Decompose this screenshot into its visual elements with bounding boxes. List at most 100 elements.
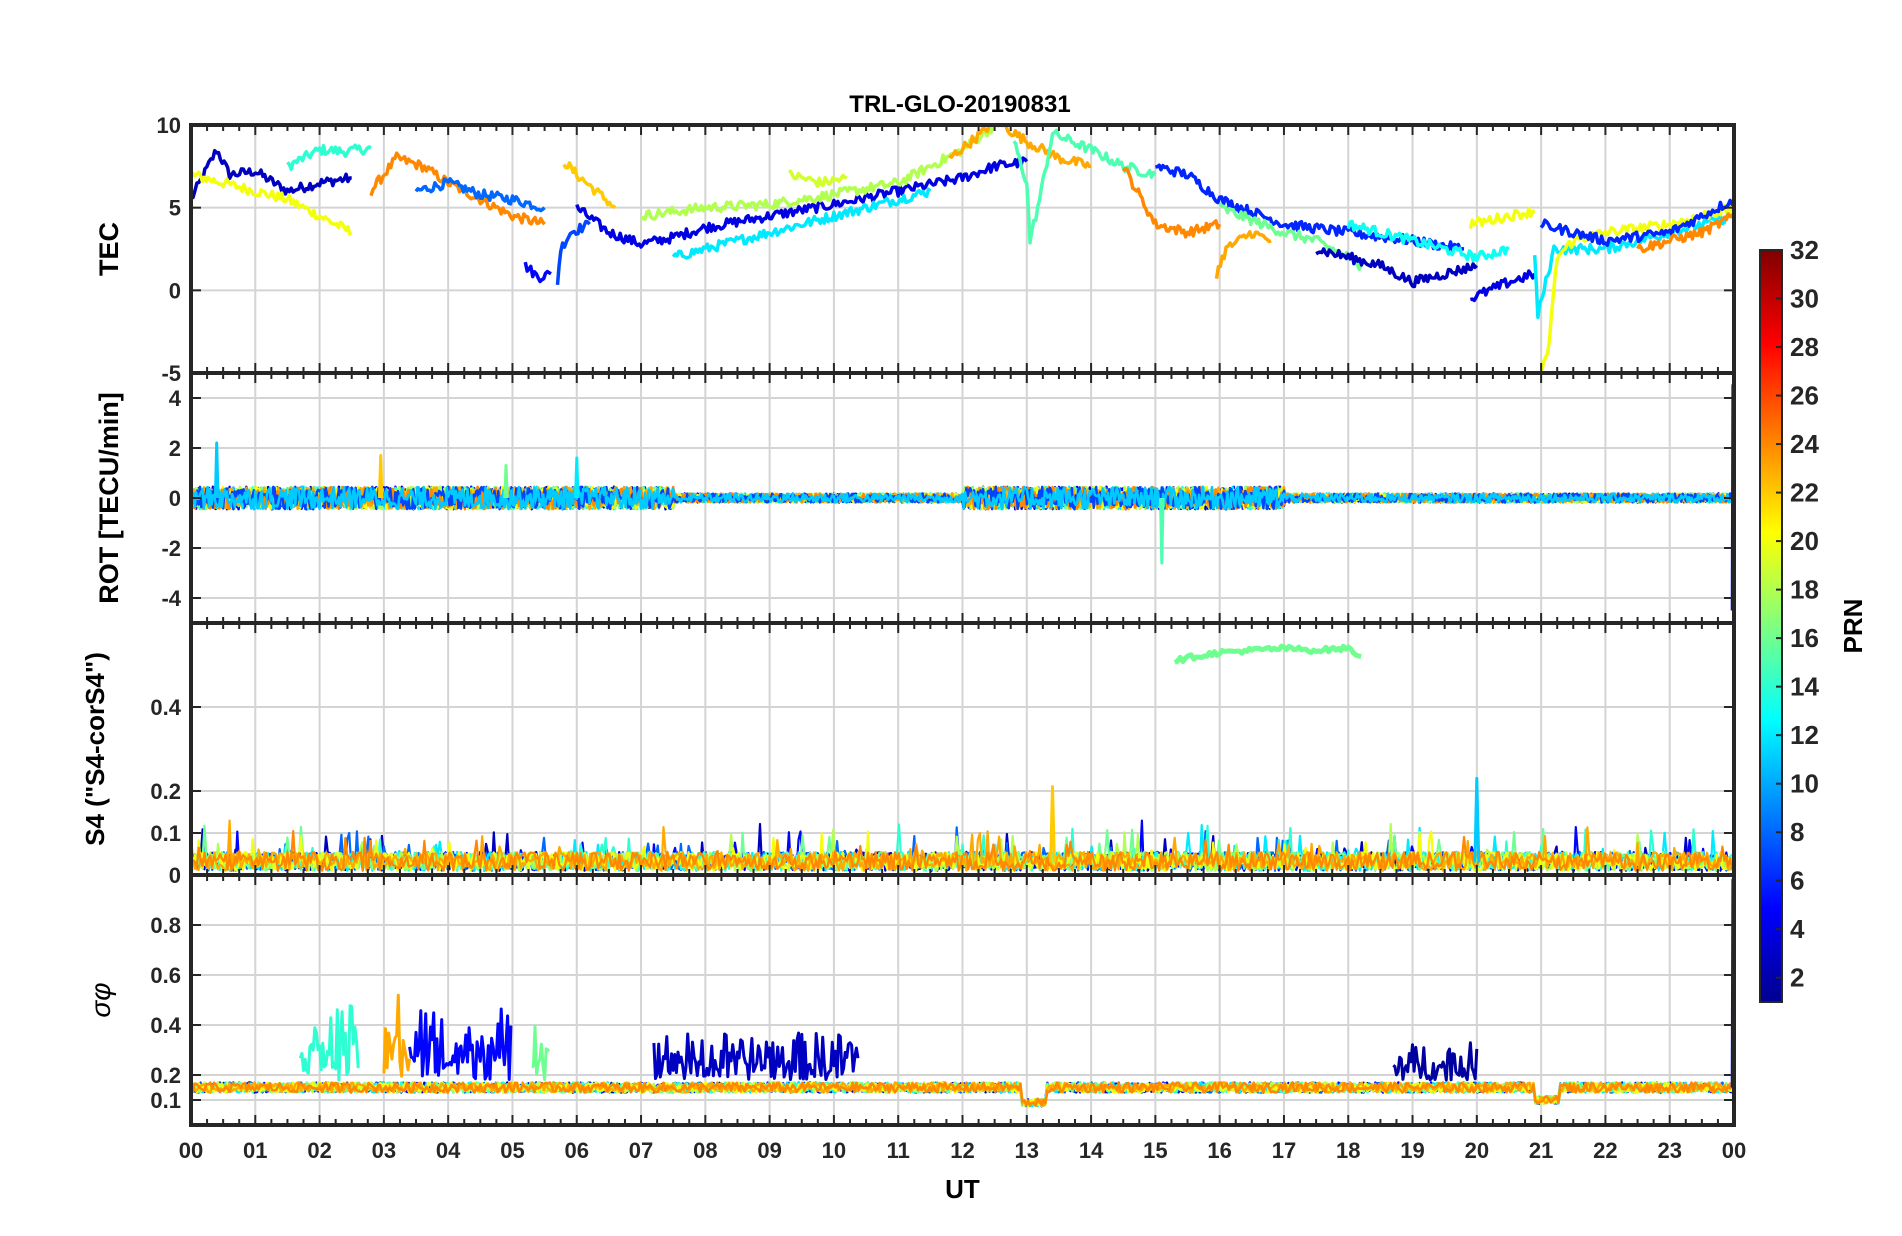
series-line [1173, 643, 1362, 665]
colorbar-tick-label: 20 [1790, 526, 1819, 556]
x-tick-label: 13 [1015, 1138, 1039, 1163]
series-line [286, 143, 372, 171]
y-tick-label: 4 [169, 386, 182, 411]
series-line [1532, 212, 1734, 320]
colorbar-tick-label: 28 [1790, 332, 1819, 362]
colorbar-label: PRN [1838, 599, 1868, 654]
y-tick-label: -2 [161, 536, 181, 561]
y-axis-label: S4 ("S4-corS4") [80, 652, 110, 846]
chart-title: TRL-GLO-20190831 [849, 91, 1070, 118]
y-tick-label: 0.2 [150, 1063, 181, 1088]
series-line [787, 169, 848, 188]
y-tick-label: 10 [157, 113, 181, 138]
burst-line [531, 1024, 551, 1081]
series-line [1636, 212, 1734, 254]
y-tick-label: -4 [161, 586, 181, 611]
x-tick-label: 04 [436, 1138, 461, 1163]
y-tick-label: 0.1 [150, 821, 181, 846]
series-line [1539, 198, 1734, 247]
x-tick-label: 05 [500, 1138, 524, 1163]
x-tick-label: 12 [950, 1138, 974, 1163]
y-axis-label: ROT [TECU/min] [94, 392, 124, 603]
panel-rot: -4 -2 0 2 4 ROT [TECU/min] [94, 371, 1736, 625]
y-tick-label: 5 [169, 196, 181, 221]
y-tick-label: 0 [169, 486, 181, 511]
colorbar-tick-label: 18 [1790, 575, 1819, 605]
x-tick-label: 10 [822, 1138, 846, 1163]
colorbar-tick-label: 10 [1790, 769, 1819, 799]
series-line [191, 485, 1734, 511]
colorbar-tick-label: 22 [1790, 478, 1819, 508]
peak-mark [1049, 785, 1056, 863]
series-line [555, 219, 591, 286]
series-line [191, 1081, 1734, 1108]
spike-mark [377, 454, 384, 499]
peak-mark [1473, 776, 1481, 863]
series-line [191, 170, 353, 236]
series-line [1121, 166, 1222, 239]
burst-line [1392, 1041, 1479, 1082]
y-tick-label: 0.1 [150, 1088, 181, 1113]
x-tick-label: 20 [1465, 1138, 1489, 1163]
panel-tec: -5 0 5 10 TEC [94, 113, 1736, 386]
x-axis-label: UT [945, 1174, 980, 1204]
y-tick-label: 0.4 [150, 695, 181, 720]
burst-line [408, 1007, 513, 1081]
spike-mark [1159, 497, 1165, 565]
x-tick-label: 15 [1143, 1138, 1167, 1163]
x-tick-label: 06 [565, 1138, 589, 1163]
y-tick-label: 0 [169, 863, 181, 888]
x-tick-label: 07 [629, 1138, 653, 1163]
series-line [575, 156, 1029, 249]
x-tick-label: 11 [887, 1138, 910, 1163]
y-tick-label: 0.6 [150, 963, 181, 988]
series-line [191, 148, 352, 200]
x-tick-label: 19 [1400, 1138, 1424, 1163]
colorbar-bar [1759, 249, 1783, 1003]
series-line [1346, 219, 1510, 263]
spike-mark [503, 464, 509, 499]
colorbar-tick-label: 26 [1790, 381, 1819, 411]
series-line [948, 125, 1092, 169]
x-tick-label: 23 [1657, 1138, 1681, 1163]
x-tick-label: 08 [693, 1138, 717, 1163]
y-tick-label: 0 [169, 278, 181, 303]
series-line [523, 261, 552, 284]
series-line [1214, 230, 1272, 279]
x-tick-label: 09 [757, 1138, 781, 1163]
y-axis-label: TEC [94, 222, 124, 276]
series-line [191, 830, 1734, 872]
series-line [414, 177, 546, 213]
series-line [1468, 206, 1536, 230]
spike-mark [574, 456, 580, 499]
x-tick-label: 22 [1593, 1138, 1617, 1163]
panel-sigma-phi: 0.10.2 0.4 0.6 0.8 σφ [85, 873, 1736, 1127]
x-tick-label: 02 [307, 1138, 331, 1163]
series-line [671, 187, 932, 260]
colorbar-tick-label: 30 [1790, 284, 1819, 314]
x-tick-label: 21 [1529, 1138, 1553, 1163]
burst-line [298, 1004, 360, 1082]
colorbar-tick-label: 4 [1790, 914, 1805, 944]
x-tick-label: 18 [1336, 1138, 1360, 1163]
colorbar-tick-label: 24 [1790, 429, 1819, 459]
data-layer [191, 125, 1734, 373]
x-tick-label: 17 [1272, 1138, 1296, 1163]
y-axis-label: σφ [85, 982, 116, 1017]
series-line [1012, 128, 1157, 245]
data-layer [191, 643, 1734, 872]
x-tick-label: 00 [179, 1138, 203, 1163]
colorbar-tick-label: 16 [1790, 623, 1819, 653]
colorbar-tick-label: 6 [1790, 866, 1804, 896]
data-layer [191, 878, 1734, 1108]
colorbar-tick-label: 8 [1790, 817, 1804, 847]
series-line [1315, 247, 1479, 289]
series-line [369, 151, 546, 226]
series-line [562, 161, 617, 210]
x-tick-label: 03 [372, 1138, 396, 1163]
colorbar-tick-label: 14 [1790, 672, 1819, 702]
y-tick-label: -5 [161, 361, 181, 386]
y-tick-label: 0.4 [150, 1013, 181, 1038]
x-tick-label: 00 [1722, 1138, 1746, 1163]
